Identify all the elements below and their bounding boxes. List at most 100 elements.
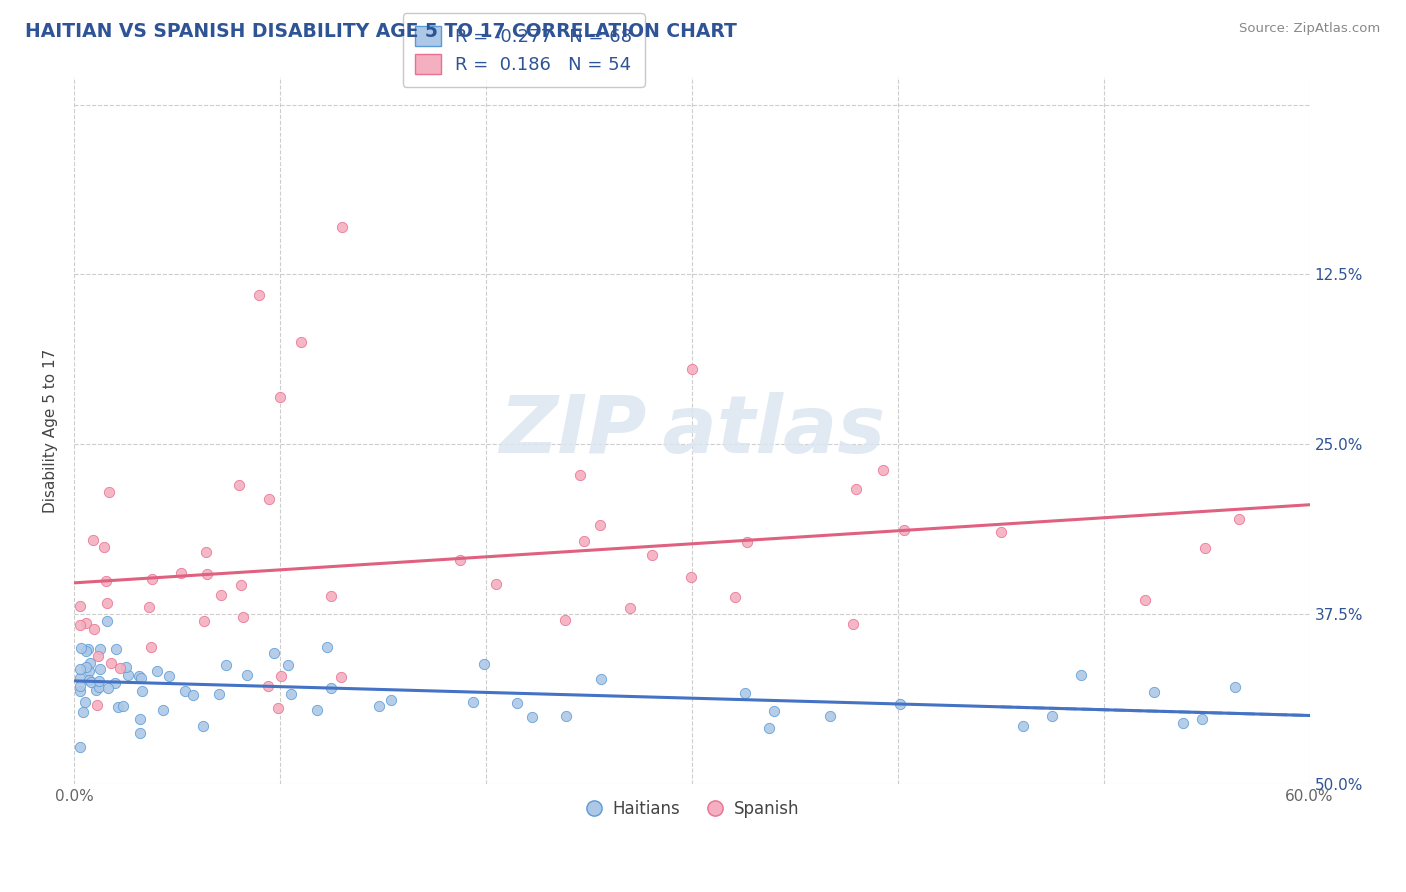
Point: [735, 534, 758, 549]
Point: [77, 664, 100, 678]
Point: [329, 670, 352, 684]
Point: [195, 566, 218, 581]
Point: [139, 640, 162, 654]
Point: [591, 673, 613, 687]
Point: [484, 576, 506, 591]
Point: [87, 673, 110, 688]
Point: [267, 701, 290, 715]
Point: [588, 517, 610, 532]
Point: [572, 533, 595, 548]
Point: [724, 591, 747, 605]
Point: [72, 705, 94, 719]
Point: [73, 695, 96, 709]
Point: [872, 463, 894, 477]
Y-axis label: Disability Age 5 to 17: Disability Age 5 to 17: [44, 349, 58, 513]
Point: [100, 657, 122, 671]
Point: [1223, 680, 1246, 694]
Point: [269, 390, 291, 404]
Point: [290, 335, 312, 350]
Point: [89, 662, 111, 676]
Point: [257, 491, 280, 506]
Point: [170, 566, 193, 580]
Point: [75, 615, 97, 630]
Point: [152, 703, 174, 717]
Point: [1171, 716, 1194, 731]
Point: [330, 219, 353, 234]
Point: [305, 703, 328, 717]
Point: [83, 622, 105, 636]
Point: [117, 668, 139, 682]
Point: [157, 669, 180, 683]
Point: [228, 478, 250, 492]
Point: [89, 641, 111, 656]
Point: [129, 712, 152, 726]
Point: [112, 698, 135, 713]
Point: [84, 682, 107, 697]
Point: [107, 700, 129, 714]
Text: ZIP atlas: ZIP atlas: [499, 392, 884, 469]
Point: [1191, 712, 1213, 726]
Point: [146, 664, 169, 678]
Point: [315, 640, 337, 654]
Point: [841, 616, 863, 631]
Point: [131, 684, 153, 698]
Point: [79, 657, 101, 671]
Point: [128, 726, 150, 740]
Text: HAITIAN VS SPANISH DISABILITY AGE 5 TO 17 CORRELATION CHART: HAITIAN VS SPANISH DISABILITY AGE 5 TO 1…: [25, 22, 737, 41]
Point: [619, 601, 641, 615]
Point: [270, 669, 292, 683]
Point: [1133, 593, 1156, 607]
Point: [75, 660, 97, 674]
Point: [554, 613, 576, 627]
Legend: Haitians, Spanish: Haitians, Spanish: [578, 794, 806, 825]
Point: [80, 675, 103, 690]
Point: [96, 614, 118, 628]
Point: [82, 533, 104, 547]
Point: [818, 709, 841, 723]
Point: [247, 287, 270, 301]
Point: [209, 588, 232, 602]
Point: [138, 599, 160, 614]
Point: [463, 695, 485, 709]
Point: [215, 657, 238, 672]
Point: [734, 686, 756, 700]
Point: [990, 525, 1012, 540]
Point: [69, 599, 91, 614]
Point: [76, 641, 98, 656]
Point: [231, 578, 253, 592]
Point: [640, 548, 662, 562]
Point: [889, 697, 911, 711]
Point: [174, 684, 197, 698]
Point: [319, 681, 342, 696]
Point: [321, 590, 343, 604]
Point: [681, 570, 703, 584]
Point: [96, 596, 118, 610]
Point: [1227, 512, 1250, 526]
Point: [1012, 719, 1035, 733]
Point: [277, 657, 299, 672]
Point: [367, 699, 389, 714]
Point: [87, 649, 110, 664]
Point: [758, 722, 780, 736]
Point: [93, 540, 115, 554]
Point: [69, 739, 91, 754]
Point: [77, 673, 100, 687]
Point: [232, 610, 254, 624]
Point: [69, 671, 91, 685]
Point: [191, 719, 214, 733]
Point: [110, 661, 132, 675]
Point: [94, 574, 117, 588]
Point: [141, 573, 163, 587]
Point: [449, 553, 471, 567]
Text: Source: ZipAtlas.com: Source: ZipAtlas.com: [1240, 22, 1381, 36]
Point: [506, 696, 529, 710]
Point: [236, 667, 259, 681]
Point: [845, 482, 868, 496]
Point: [569, 468, 592, 483]
Point: [104, 642, 127, 657]
Point: [555, 709, 578, 723]
Point: [86, 698, 108, 712]
Point: [69, 662, 91, 676]
Point: [1194, 541, 1216, 556]
Point: [115, 660, 138, 674]
